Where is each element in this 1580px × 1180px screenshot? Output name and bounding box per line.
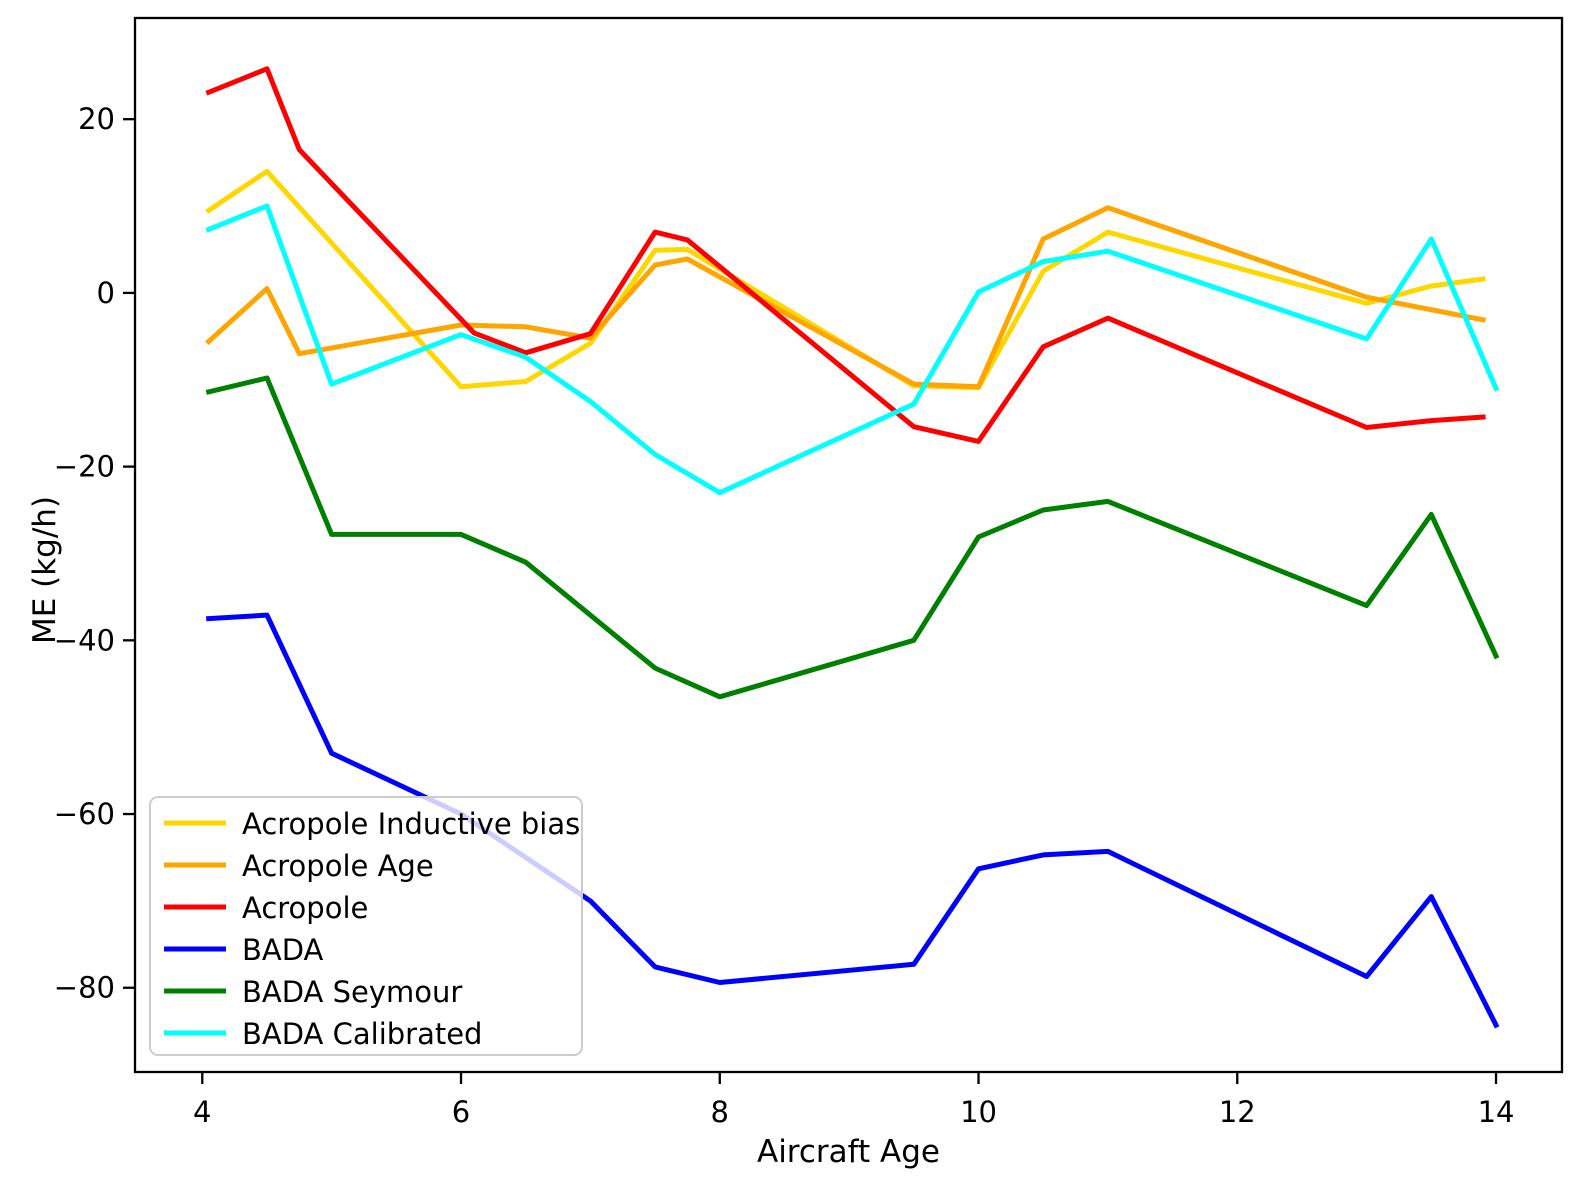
legend-label-acropole-age: Acropole Age [242, 849, 434, 883]
x-tick-label: 14 [1478, 1095, 1515, 1129]
y-tick-label: −60 [54, 797, 115, 831]
legend-label-acropole-inductive-bias: Acropole Inductive bias [242, 807, 580, 841]
x-tick-label: 12 [1219, 1095, 1256, 1129]
line-bada-seymour [205, 375, 1500, 700]
legend-box [149, 796, 583, 1056]
line-bada [206, 612, 1500, 1029]
x-tick-label: 6 [452, 1095, 470, 1129]
legend-label-bada: BADA [242, 933, 324, 967]
x-tick-label: 8 [711, 1095, 729, 1129]
x-tick-label: 4 [193, 1095, 211, 1129]
y-tick-label: −80 [54, 971, 115, 1005]
y-tick-label: −20 [54, 450, 115, 484]
y-axis-label: ME (kg/h) [27, 496, 63, 644]
y-tick-label: 20 [78, 102, 115, 136]
x-axis-label: Aircraft Age [757, 1134, 940, 1170]
y-tick-label: 0 [97, 276, 115, 310]
line-acropole [205, 66, 1486, 444]
legend-label-bada-seymour: BADA Seymour [242, 975, 462, 1009]
legend-label-acropole: Acropole [242, 891, 368, 925]
axes-spines [133, 16, 1564, 1074]
x-tick-label: 10 [960, 1095, 997, 1129]
line-bada-calibrated [205, 203, 1500, 496]
line-acropole-inductive-bias [205, 168, 1486, 391]
line-acropole-age [205, 205, 1487, 390]
legend-label-bada-calibrated: BADA Calibrated [242, 1017, 482, 1051]
y-tick-label: −40 [54, 623, 115, 657]
